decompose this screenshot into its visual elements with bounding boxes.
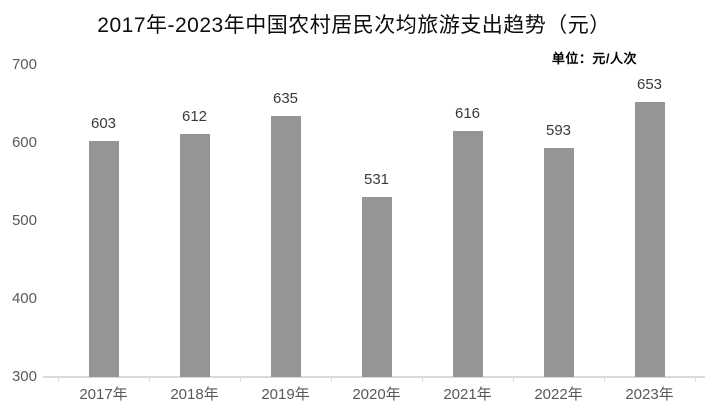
chart-title: 2017年-2023年中国农村居民次均旅游支出趋势（元）	[97, 14, 611, 37]
bar-2023年	[634, 101, 665, 377]
x-axis-tick-mark	[331, 377, 332, 382]
bar-2017年	[88, 140, 119, 377]
bar-2021年	[452, 130, 483, 377]
bar-2018年	[179, 133, 210, 377]
x-axis-tick-mark	[695, 377, 696, 382]
y-axis-tick-label: 600	[11, 134, 37, 151]
x-axis-tick-label: 2021年	[443, 386, 492, 403]
x-axis-tick-label: 2018年	[170, 386, 219, 403]
bar-2022年	[543, 148, 574, 377]
x-axis-tick-label: 2022年	[534, 386, 583, 403]
y-axis-tick-label: 700	[11, 56, 37, 73]
bar-value-label: 593	[545, 122, 572, 140]
y-axis-tick-label: 400	[11, 290, 37, 307]
x-axis-tick-label: 2019年	[261, 386, 310, 403]
y-axis-tick-label: 300	[11, 368, 37, 385]
bar-value-label: 531	[363, 170, 390, 188]
x-axis-tick-label: 2023年	[625, 386, 674, 403]
x-axis-tick-label: 2020年	[352, 386, 401, 403]
bar-value-label: 603	[90, 114, 117, 132]
x-axis-tick-mark	[604, 377, 605, 382]
bar-2019年	[270, 115, 301, 377]
x-axis-tick-label: 2017年	[79, 386, 128, 403]
x-axis-tick-mark	[149, 377, 150, 382]
x-axis-tick-mark	[240, 377, 241, 382]
bar-value-label: 653	[636, 75, 663, 93]
x-axis-tick-mark	[58, 377, 59, 382]
x-axis-tick-mark	[513, 377, 514, 382]
unit-label: 单位：元/人次	[551, 51, 637, 66]
bar-value-label: 635	[272, 89, 299, 107]
bar-2020年	[361, 196, 392, 377]
y-axis-tick-label: 500	[11, 212, 37, 229]
bar-value-label: 612	[181, 107, 208, 125]
bar-value-label: 616	[454, 104, 481, 122]
x-axis-tick-mark	[422, 377, 423, 382]
